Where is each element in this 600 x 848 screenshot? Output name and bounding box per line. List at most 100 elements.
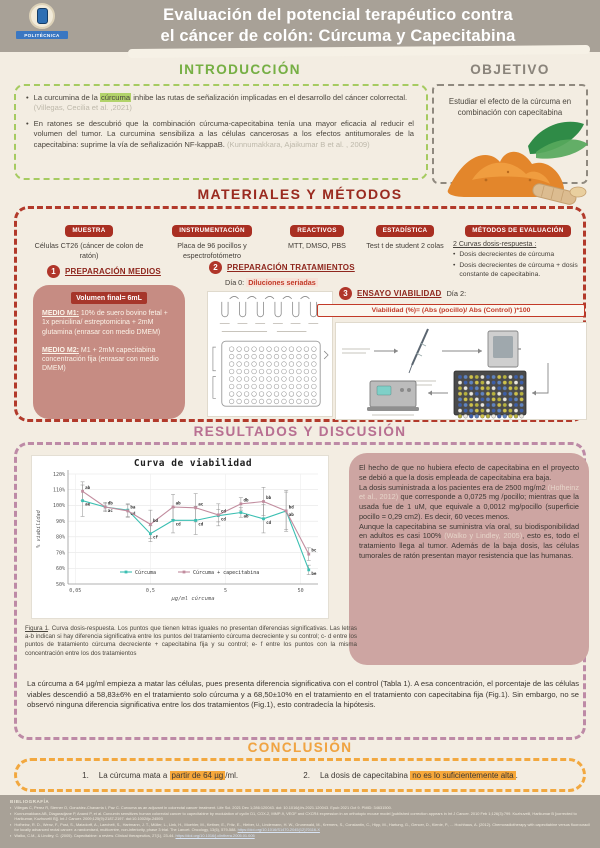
muestra-text: Células CT26 (cáncer de colon de ratón)	[34, 241, 144, 260]
volumen-final-chip: Volumen final= 6mL	[71, 292, 147, 305]
svg-text:50%: 50%	[56, 582, 65, 588]
instrumentacion-pill: INSTRUMENTACIÓN	[172, 224, 252, 237]
bullet-icon: •	[26, 118, 29, 128]
svg-text:90%: 90%	[56, 519, 65, 525]
dia0-label: Día 0:	[225, 278, 247, 287]
conclusion-title: CONCLUSIÓN	[247, 740, 353, 755]
svg-text:70%: 70%	[56, 550, 65, 556]
svg-text:Cúrcuma: Cúrcuma	[135, 569, 156, 576]
materiales-title: MATERIALES Y MÉTODOS	[197, 186, 403, 202]
svg-text:cd: cd	[266, 520, 272, 525]
svg-text:5: 5	[224, 588, 227, 594]
svg-text:cd: cd	[198, 521, 204, 526]
conclusion-item-1-text: La cúrcuma mata a partir de 64 µg/ml.	[98, 770, 239, 780]
reactivos-pill: REACTIVOS	[290, 224, 344, 237]
conclusion-1-pre: La cúrcuma mata a	[98, 770, 170, 780]
svg-text:0,5: 0,5	[146, 588, 155, 594]
svg-text:ab: ab	[85, 485, 91, 490]
svg-text:0,05: 0,05	[69, 588, 81, 594]
serial-dilution-diagram	[212, 296, 329, 407]
discussion-p2a: La dosis suministrada a los pacientes er…	[359, 482, 548, 492]
instrumentacion-column: INSTRUMENTACIÓN Placa de 96 pocillos y e…	[151, 219, 273, 260]
bullet-icon: •	[453, 251, 456, 258]
svg-text:cd: cd	[176, 521, 182, 526]
discussion-p3a: Aunque la capecitabina se suministra vía…	[359, 521, 579, 541]
viability-formula: Viabilidad (%)= (Abs (pocillo)/ Abs (Con…	[317, 304, 585, 317]
step1-number-badge: 1	[47, 265, 60, 278]
discussion-p2b: que corresponde a 0,0725 mg /pocillo; mi…	[359, 492, 579, 521]
materiales-box: MUESTRA Células CT26 (cáncer de colon de…	[14, 206, 587, 422]
metodos-evaluacion-item-2: • Dosis decrecientes de cúrcuma + dosis c…	[453, 261, 583, 279]
resultados-box: 50% 60% 70% 80% 90% 100% 110% 120% 0,05 0,5 5 50 Cur…	[14, 442, 589, 740]
svg-text:ab: ab	[243, 514, 249, 519]
medio-m2-body: M1 + 2mM capecitabina concentración fija…	[42, 346, 159, 373]
svg-text:ac: ac	[108, 508, 114, 513]
bullet-icon: ▪	[10, 805, 12, 810]
step2-header: 2 PREPARACIÓN TRATAMIENTOS	[209, 261, 355, 274]
metodos-evaluacion-intro: 2 Curvas dosis-respuesta :	[453, 241, 537, 248]
reference-3: ▪ Hofheinz, R. D., Wenz, F., Post, S., Ma…	[10, 822, 590, 833]
bullet-icon: ▪	[10, 832, 12, 838]
metodos-evaluacion-item-1: • Dosis decrecientes de cúrcuma	[453, 250, 583, 259]
svg-text:bc: bc	[311, 548, 317, 553]
university-logo: POLITÉCNICA	[16, 3, 68, 39]
svg-text:db: db	[108, 501, 114, 506]
assay-plate-icon	[453, 370, 527, 419]
medio-m2-label: MEDIO M2:	[42, 346, 79, 354]
conclusion-item-2: 2. La dosis de capecitabina no es lo suf…	[303, 770, 518, 780]
svg-text:cf: cf	[153, 535, 159, 540]
results-paragraph: La cúrcuma a 64 µg/ml empieza a matar la…	[27, 679, 579, 710]
preparacion-medios-box: Volumen final= 6mL MEDIO M1: 10% de suer…	[33, 285, 185, 419]
medio-m1-text: MEDIO M1: 10% de suero bovino fetal + 1x…	[42, 309, 176, 337]
conclusion-box: 1. La cúrcuma mata a partir de 64 µg/ml.…	[14, 758, 586, 792]
reactivos-text: MTT, DMSO, PBS	[288, 241, 346, 250]
svg-text:120%: 120%	[53, 472, 65, 478]
pipette-icon	[408, 328, 429, 374]
conclusion-1-post: /ml.	[225, 770, 239, 780]
svg-text:Curva de viabilidad: Curva de viabilidad	[134, 458, 252, 469]
svg-text:Cúrcuma + capecitabina: Cúrcuma + capecitabina	[193, 569, 259, 576]
figure-caption-label: Figura 1	[25, 625, 49, 632]
intro-b2-citation: (Kunnumakkara, Ajaikumar B et al. , 2009…	[227, 139, 370, 149]
logo-label: POLITÉCNICA	[16, 31, 68, 39]
intro-bullet-2: • En ratones se descubrió que la combina…	[26, 119, 414, 150]
medio-m1-label: MEDIO M1:	[42, 310, 79, 318]
step1-header: 1 PREPARACIÓN MEDIOS	[47, 265, 161, 278]
university-emblem-icon	[29, 3, 55, 29]
instrumentacion-text: Placa de 96 pocillos y espectrofotómetro	[177, 241, 247, 260]
dia0-line: Día 0: Diluciones seriadas	[225, 278, 318, 287]
step3-title: ENSAYO VIABILIDAD	[357, 289, 442, 298]
muestra-pill: MUESTRA	[65, 224, 113, 237]
metodos-evaluacion-column: MÉTODOS DE EVALUACIÓN 2 Curvas dosis-res…	[453, 219, 583, 280]
svg-text:bd: bd	[153, 518, 159, 523]
svg-text:% viabilidad: % viabilidad	[36, 509, 42, 547]
bibliography-footer: BIBLIOGRAFÍA ▪ Villegas C, Perez R, Stern…	[0, 795, 600, 848]
figure-caption: Figura 1. Curva dosis-respuesta. Los pun…	[25, 625, 357, 658]
dia2-label: Día 2:	[446, 289, 467, 298]
spectrophotometer-icon	[367, 380, 419, 411]
estadistica-text: Test t de student 2 colas	[366, 241, 444, 250]
metodos-eval-item2-text: Dosis decrecientes de cúrcuma + dosis co…	[459, 262, 578, 279]
conclusion-2-pre: La dosis de capecitabina	[319, 770, 411, 780]
intro-bullet-1-text: La curcumina de la cúrcuma inhibe las ru…	[34, 93, 414, 114]
svg-text:ac: ac	[198, 501, 204, 506]
svg-text:db: db	[243, 497, 249, 502]
reference-3-text: Hofheinz, R. D., Wenz, F., Post, S., Mat…	[14, 821, 590, 833]
svg-text:110%: 110%	[53, 488, 65, 494]
reference-2-text: Kunnumakkara AB, Diagaradjane P, Anand P…	[14, 810, 577, 822]
reference-4-link[interactable]: https://doi.org/10.1016/j.clinthera.2005…	[175, 832, 255, 838]
reference-1: ▪ Villegas C, Perez R, Sterner O, Gonzále…	[10, 805, 590, 811]
intro-b1-pre: La curcumina de la	[33, 93, 100, 102]
viability-chart: 50% 60% 70% 80% 90% 100% 110% 120% 0,05 0,5 5 50 Cur…	[36, 458, 318, 602]
walko-citation: (Walko y Lindley, 2005)	[444, 531, 523, 541]
estadistica-column: ESTADÍSTICA Test t de student 2 colas	[361, 219, 449, 251]
estadistica-pill: ESTADÍSTICA	[375, 224, 435, 237]
reference-3-link[interactable]: https://doi.org/10.1016/S1470-2045(12)70…	[237, 827, 320, 833]
svg-text:50: 50	[298, 588, 304, 594]
discussion-p3b: , esto es, todo el tratamiento llega al …	[359, 531, 579, 560]
discussion-p1: El hecho de que no hubiera efecto de cap…	[359, 463, 579, 482]
discussion-p3: Aunque la capecitabina se suministra vía…	[359, 522, 579, 561]
assay-workflow-diagram	[342, 328, 549, 419]
bullet-icon: ▪	[10, 821, 12, 827]
step2-number-badge: 2	[209, 261, 222, 274]
